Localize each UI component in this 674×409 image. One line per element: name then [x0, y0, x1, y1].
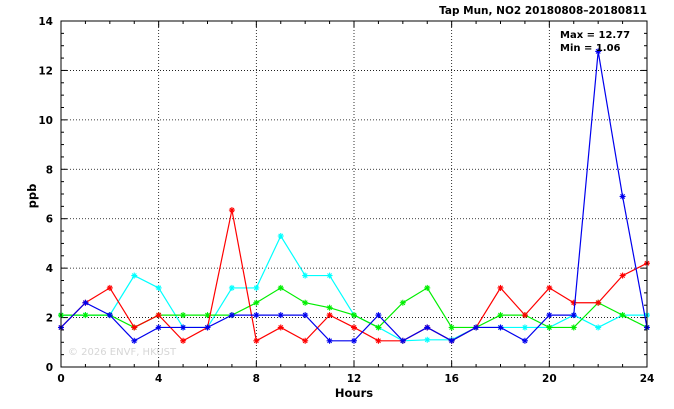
data-point	[546, 324, 553, 331]
data-point	[375, 337, 382, 344]
y-tick-label: 12	[38, 65, 53, 77]
data-point	[595, 48, 602, 55]
x-tick-label: 24	[640, 373, 655, 385]
y-tick-label: 8	[46, 164, 53, 176]
data-point	[155, 284, 162, 291]
y-tick-label: 0	[46, 362, 53, 374]
data-point	[180, 312, 187, 319]
data-point	[253, 299, 260, 306]
x-tick-label: 0	[57, 373, 64, 385]
data-point	[326, 272, 333, 279]
watermark: © 2026 ENVF, HKUST	[68, 347, 177, 358]
data-point	[228, 207, 235, 214]
min-annotation: Min = 1.06	[560, 43, 621, 54]
data-point	[399, 337, 406, 344]
data-point	[497, 312, 504, 319]
series-3	[58, 48, 650, 344]
data-point	[228, 284, 235, 291]
data-point	[131, 337, 138, 344]
data-point	[277, 312, 284, 319]
data-point	[424, 284, 431, 291]
plot-frame	[60, 20, 648, 368]
data-point	[570, 312, 577, 319]
data-point	[82, 312, 89, 319]
data-point	[448, 324, 455, 331]
data-point	[595, 299, 602, 306]
data-point	[326, 312, 333, 319]
data-point	[302, 312, 309, 319]
y-tick-label: 4	[46, 263, 53, 275]
data-point	[595, 324, 602, 331]
chart-title: Tap Mun, NO2 20180808–20180811	[439, 5, 647, 17]
data-point	[155, 312, 162, 319]
data-point	[302, 337, 309, 344]
data-point	[521, 324, 528, 331]
data-point	[277, 233, 284, 240]
x-tick-labels: 0 4 8 12 16 20 24	[57, 373, 654, 385]
data-point	[155, 324, 162, 331]
grid-lines	[61, 21, 647, 367]
x-tick-label: 8	[253, 373, 260, 385]
series-layer	[58, 48, 650, 344]
data-point	[497, 324, 504, 331]
data-point	[619, 272, 626, 279]
y-tick-label: 6	[46, 214, 53, 226]
data-point	[106, 284, 113, 291]
data-point	[131, 324, 138, 331]
x-tick-label: 4	[155, 373, 162, 385]
data-point	[570, 324, 577, 331]
data-point	[180, 337, 187, 344]
data-point	[473, 324, 480, 331]
data-point	[521, 337, 528, 344]
data-point	[570, 299, 577, 306]
data-point	[351, 324, 357, 331]
data-point	[326, 304, 333, 311]
y-tick-label: 2	[46, 313, 53, 325]
data-point	[228, 312, 235, 319]
data-point	[375, 324, 382, 331]
y-axis-title: ppb	[25, 184, 39, 209]
data-point	[619, 193, 626, 200]
data-point	[82, 299, 89, 306]
data-point	[131, 272, 138, 279]
data-point	[424, 324, 431, 331]
data-point	[546, 312, 553, 319]
data-point	[180, 324, 187, 331]
data-point	[302, 272, 309, 279]
data-point	[351, 337, 357, 344]
data-point	[253, 312, 260, 319]
data-point	[399, 299, 406, 306]
data-point	[448, 337, 455, 344]
data-point	[106, 312, 113, 319]
y-tick-label: 14	[38, 16, 53, 28]
x-tick-label: 12	[347, 373, 362, 385]
y-tick-labels: 0 2 4 6 8 10 12 14	[38, 16, 53, 374]
data-point	[424, 336, 431, 343]
data-point	[277, 284, 284, 291]
data-point	[546, 284, 553, 291]
data-point	[521, 312, 528, 319]
data-point	[253, 337, 260, 344]
x-tick-label: 20	[542, 373, 557, 385]
y-tick-label: 10	[38, 115, 53, 127]
data-point	[253, 284, 260, 291]
max-annotation: Max = 12.77	[560, 30, 630, 41]
data-point	[326, 337, 333, 344]
data-point	[351, 312, 357, 319]
data-point	[277, 324, 284, 331]
x-tick-label: 16	[444, 373, 459, 385]
data-point	[619, 312, 626, 319]
data-point	[302, 299, 309, 306]
x-axis-title: Hours	[335, 386, 373, 400]
data-point	[497, 284, 504, 291]
data-point	[375, 312, 382, 319]
series-2	[58, 207, 650, 344]
data-point	[204, 324, 211, 331]
